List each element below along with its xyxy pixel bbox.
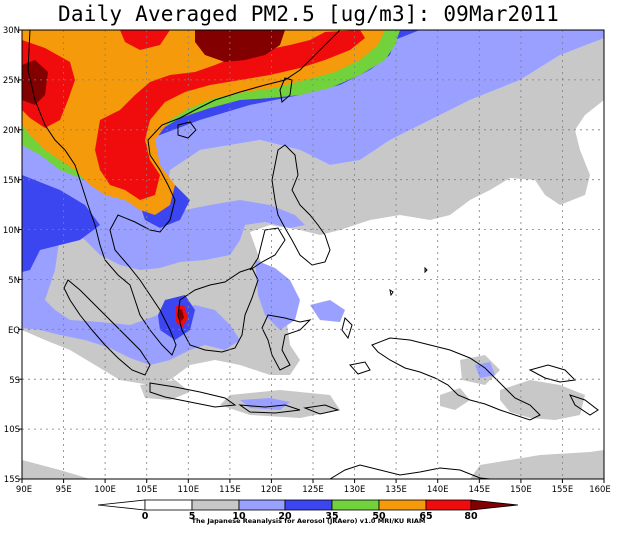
lat-label: 5S (9, 376, 20, 386)
colorbar-arrow-right (470, 499, 519, 511)
lat-lon-grid (22, 30, 604, 479)
colorbar-tick-label: 50 (372, 511, 386, 522)
colorbar-tick-label: 80 (464, 511, 478, 522)
lat-label: 25N (3, 76, 20, 86)
lon-labels: 90E 95E 100E 105E 110E 115E 120E 125E 13… (16, 485, 611, 495)
colorbar-tick-label: 10 (232, 511, 246, 522)
colorbar-tick-label: 0 (142, 511, 149, 522)
credit-line: The Japanese Reanalysis for Aerosol (JRA… (191, 517, 426, 525)
lat-label: 15S (4, 475, 20, 485)
lon-label: 120E (261, 485, 283, 495)
colorbar-bin (378, 499, 427, 511)
lat-labels: 30N 25N 20N 15N 10N 5N EQ 5S 10S 15S (3, 26, 20, 485)
colorbar-bin (191, 499, 240, 511)
lon-label: 105E (136, 485, 158, 495)
colorbar-bin (425, 499, 472, 511)
colorbar-bin (331, 499, 380, 511)
axis-ticks (18, 29, 605, 483)
lat-label: 10S (4, 425, 20, 435)
lat-label: 20N (3, 126, 20, 136)
lon-label: 125E (302, 485, 324, 495)
lon-label: 130E (344, 485, 366, 495)
colorbar-tick-label: 65 (419, 511, 432, 522)
colorbar-tick-label: 5 (189, 511, 196, 522)
colorbar-tick-label: 20 (278, 511, 292, 522)
lon-label: 140E (427, 485, 449, 495)
page-title: Daily Averaged PM2.5 [ug/m3]: 09Mar2011 (58, 2, 559, 26)
lat-label: 15N (3, 176, 20, 186)
lon-label: 160E (589, 485, 611, 495)
colorbar-arrow-left (97, 499, 146, 511)
lon-label: 95E (56, 485, 72, 495)
lon-label: 110E (177, 485, 199, 495)
lon-label: 145E (468, 485, 490, 495)
colorbar-bin (238, 499, 286, 511)
lat-label: EQ (8, 326, 20, 336)
colorbar-bin (284, 499, 333, 511)
lon-label: 150E (510, 485, 532, 495)
colorbar-bin (144, 499, 193, 511)
lon-label: 100E (94, 485, 116, 495)
colorbar (97, 499, 519, 511)
lon-label: 90E (16, 485, 32, 495)
lat-label: 5N (8, 276, 20, 286)
lat-label: 10N (3, 226, 20, 236)
coastlines (27, 30, 599, 479)
lon-label: 115E (219, 485, 241, 495)
lon-label: 155E (552, 485, 574, 495)
lon-label: 135E (385, 485, 407, 495)
pm25-field (22, 30, 604, 479)
colorbar-labels: 0 5 10 20 35 50 65 80 (142, 511, 478, 522)
colorbar-tick-label: 35 (325, 511, 338, 522)
lat-label: 30N (3, 26, 20, 36)
